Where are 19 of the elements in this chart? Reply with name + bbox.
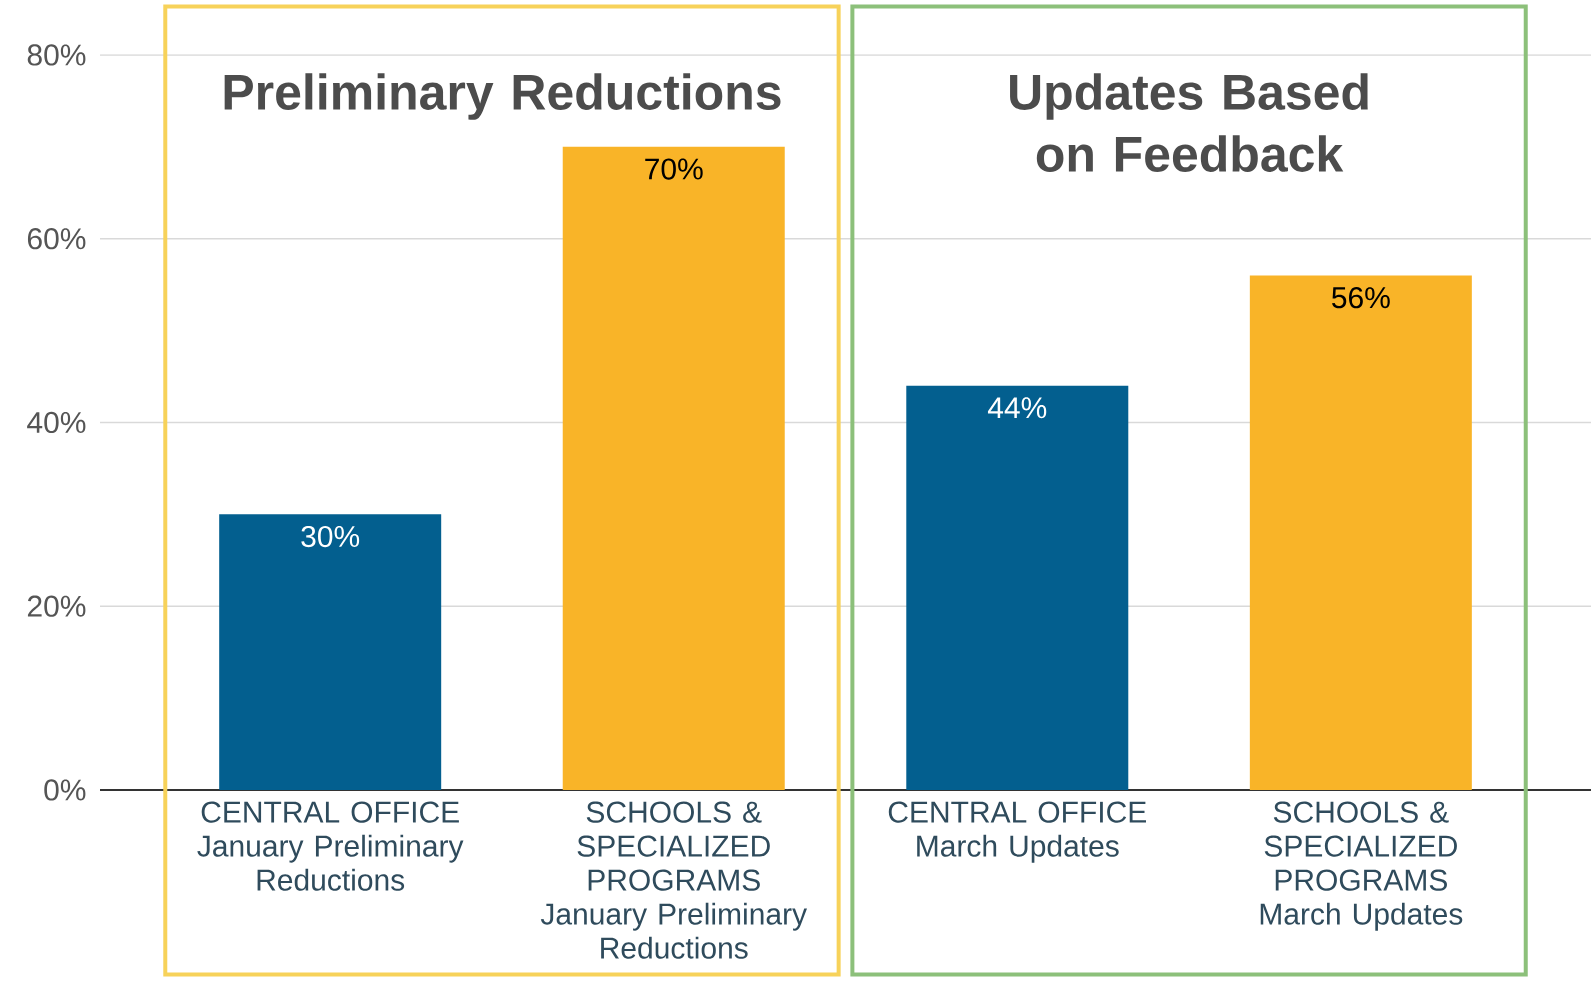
bar xyxy=(562,146,785,790)
y-tick-label: 20% xyxy=(27,595,86,617)
x-tick-label: SCHOOLS & SPECIALIZED PROGRAMS January Preliminary Reductions xyxy=(540,801,807,959)
x-tick-label: SCHOOLS & SPECIALIZED PROGRAMS March Updates xyxy=(1260,801,1463,931)
y-tick-label: 60% xyxy=(27,228,86,250)
data-label: 30% xyxy=(301,525,360,548)
data-label: 56% xyxy=(1332,287,1390,309)
x-tick-label: CENTRAL OFFICE March Updates xyxy=(888,801,1146,863)
y-tick-label: 40% xyxy=(27,411,86,434)
data-label: 44% xyxy=(987,397,1047,419)
bar xyxy=(1249,275,1472,790)
y-tick-label: 0% xyxy=(44,779,86,801)
annotation: Updates Based on Feedback xyxy=(1010,73,1368,172)
data-label: 70% xyxy=(645,158,703,180)
x-tick-label: CENTRAL OFFICE January Preliminary Reductions xyxy=(197,801,464,891)
annotation: Preliminary Reductions xyxy=(224,73,781,120)
y-tick-label: 80% xyxy=(27,44,86,66)
bar xyxy=(219,514,442,790)
bar xyxy=(906,385,1129,790)
